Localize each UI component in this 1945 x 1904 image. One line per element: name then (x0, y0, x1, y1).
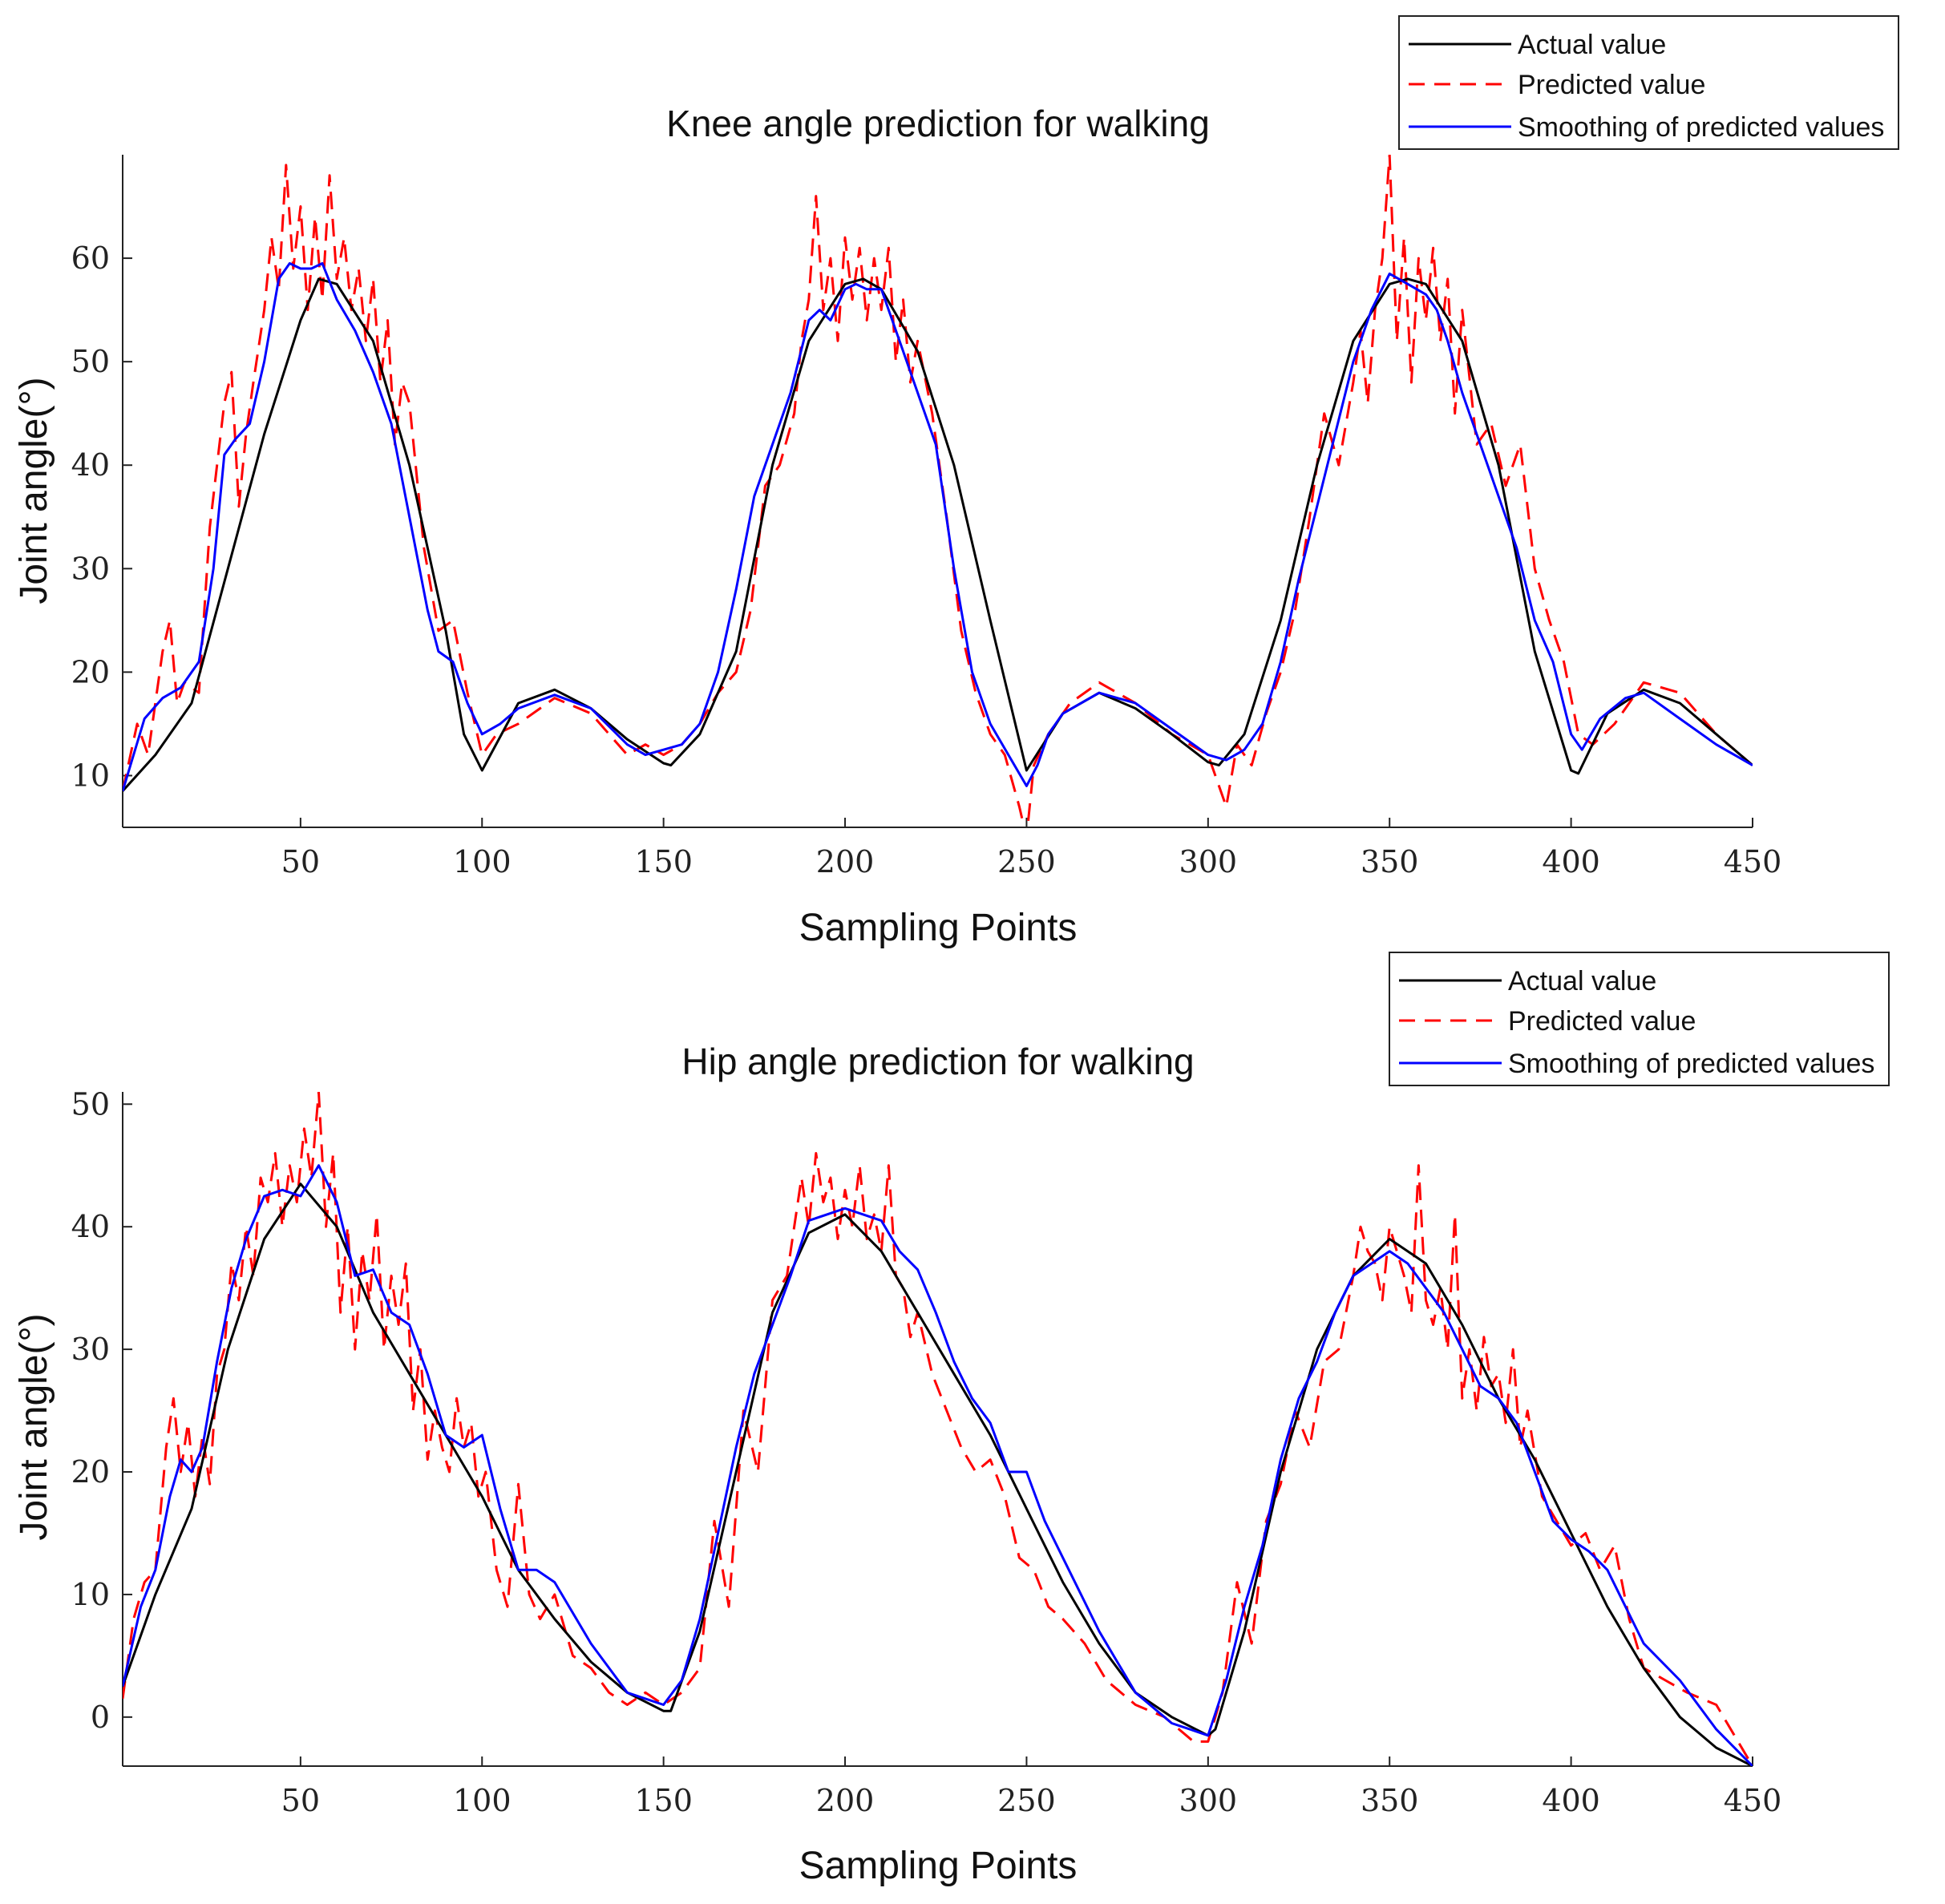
legend: Actual value Predicted value Smoothing o… (1389, 952, 1890, 1086)
x-tick-label: 150 (634, 1783, 693, 1818)
x-tick-label: 50 (281, 844, 320, 879)
y-tick-label: 40 (71, 1209, 110, 1244)
y-tick-label: 20 (71, 654, 110, 689)
series-line-predicted (123, 1092, 1753, 1766)
legend-label-smoothing: Smoothing of predicted values (1518, 112, 1884, 143)
x-tick-label: 100 (453, 1783, 512, 1818)
legend-label-predicted: Predicted value (1508, 1006, 1696, 1037)
hip-chart-panel: Hip angle prediction for walking 0 10 20 30… (13, 952, 1890, 1887)
x-tick-label: 250 (997, 844, 1056, 879)
series-line-actual (123, 1182, 1753, 1766)
x-tick-label: 400 (1542, 844, 1600, 879)
y-tick-label: 40 (71, 447, 110, 483)
x-tick-label: 150 (634, 844, 693, 879)
chart-title: Knee angle prediction for walking (666, 103, 1210, 144)
plot-lines (123, 1092, 1753, 1766)
x-tick-label: 250 (997, 1783, 1056, 1818)
y-tick-label: 30 (71, 1332, 110, 1367)
x-tick-label: 350 (1361, 844, 1419, 879)
x-tick-label: 450 (1724, 1783, 1782, 1818)
y-tick-label: 0 (91, 1700, 110, 1735)
x-tick-label: 200 (816, 844, 875, 879)
x-tick-label: 100 (453, 844, 512, 879)
series-line-smoothing (123, 1164, 1753, 1766)
x-tick-label: 400 (1542, 1783, 1600, 1818)
y-tick-label: 50 (71, 1086, 110, 1122)
legend-label-predicted: Predicted value (1518, 70, 1705, 100)
legend-label-smoothing: Smoothing of predicted values (1508, 1049, 1874, 1079)
y-tick-label: 30 (71, 551, 110, 586)
x-tick-label: 450 (1724, 844, 1782, 879)
x-tick-label: 350 (1361, 1783, 1419, 1818)
legend-label-actual: Actual value (1508, 966, 1656, 996)
y-tick-label: 10 (71, 1577, 110, 1612)
plot-lines (123, 155, 1753, 827)
x-ticks: 50 100 150 200 250 300 350 400 450 (281, 818, 1782, 879)
x-tick-label: 200 (816, 1783, 875, 1818)
y-tick-label: 20 (71, 1454, 110, 1490)
y-axis-label: Joint angle(°) (13, 1313, 55, 1540)
series-line-predicted (123, 155, 1753, 827)
legend-label-actual: Actual value (1518, 30, 1666, 60)
x-tick-label: 300 (1179, 844, 1238, 879)
y-tick-label: 60 (71, 241, 110, 276)
knee-chart-panel: Knee angle prediction for walking 10 20 30… (13, 15, 1899, 949)
x-ticks: 50 100 150 200 250 300 350 400 450 (281, 1756, 1782, 1818)
x-tick-label: 50 (281, 1783, 320, 1818)
x-axis-label: Sampling Points (799, 907, 1078, 949)
y-ticks: 10 20 30 40 50 60 (71, 241, 132, 793)
y-tick-label: 10 (71, 758, 110, 793)
series-line-actual (123, 277, 1753, 792)
x-tick-label: 300 (1179, 1783, 1238, 1818)
chart-title: Hip angle prediction for walking (681, 1041, 1194, 1082)
legend: Actual value Predicted value Smoothing o… (1398, 15, 1899, 150)
x-axis-label: Sampling Points (799, 1845, 1078, 1887)
y-axis-label: Joint angle(°) (13, 377, 55, 604)
y-tick-label: 50 (71, 344, 110, 379)
y-ticks: 0 10 20 30 40 50 (71, 1086, 132, 1735)
series-line-smoothing (123, 262, 1753, 792)
